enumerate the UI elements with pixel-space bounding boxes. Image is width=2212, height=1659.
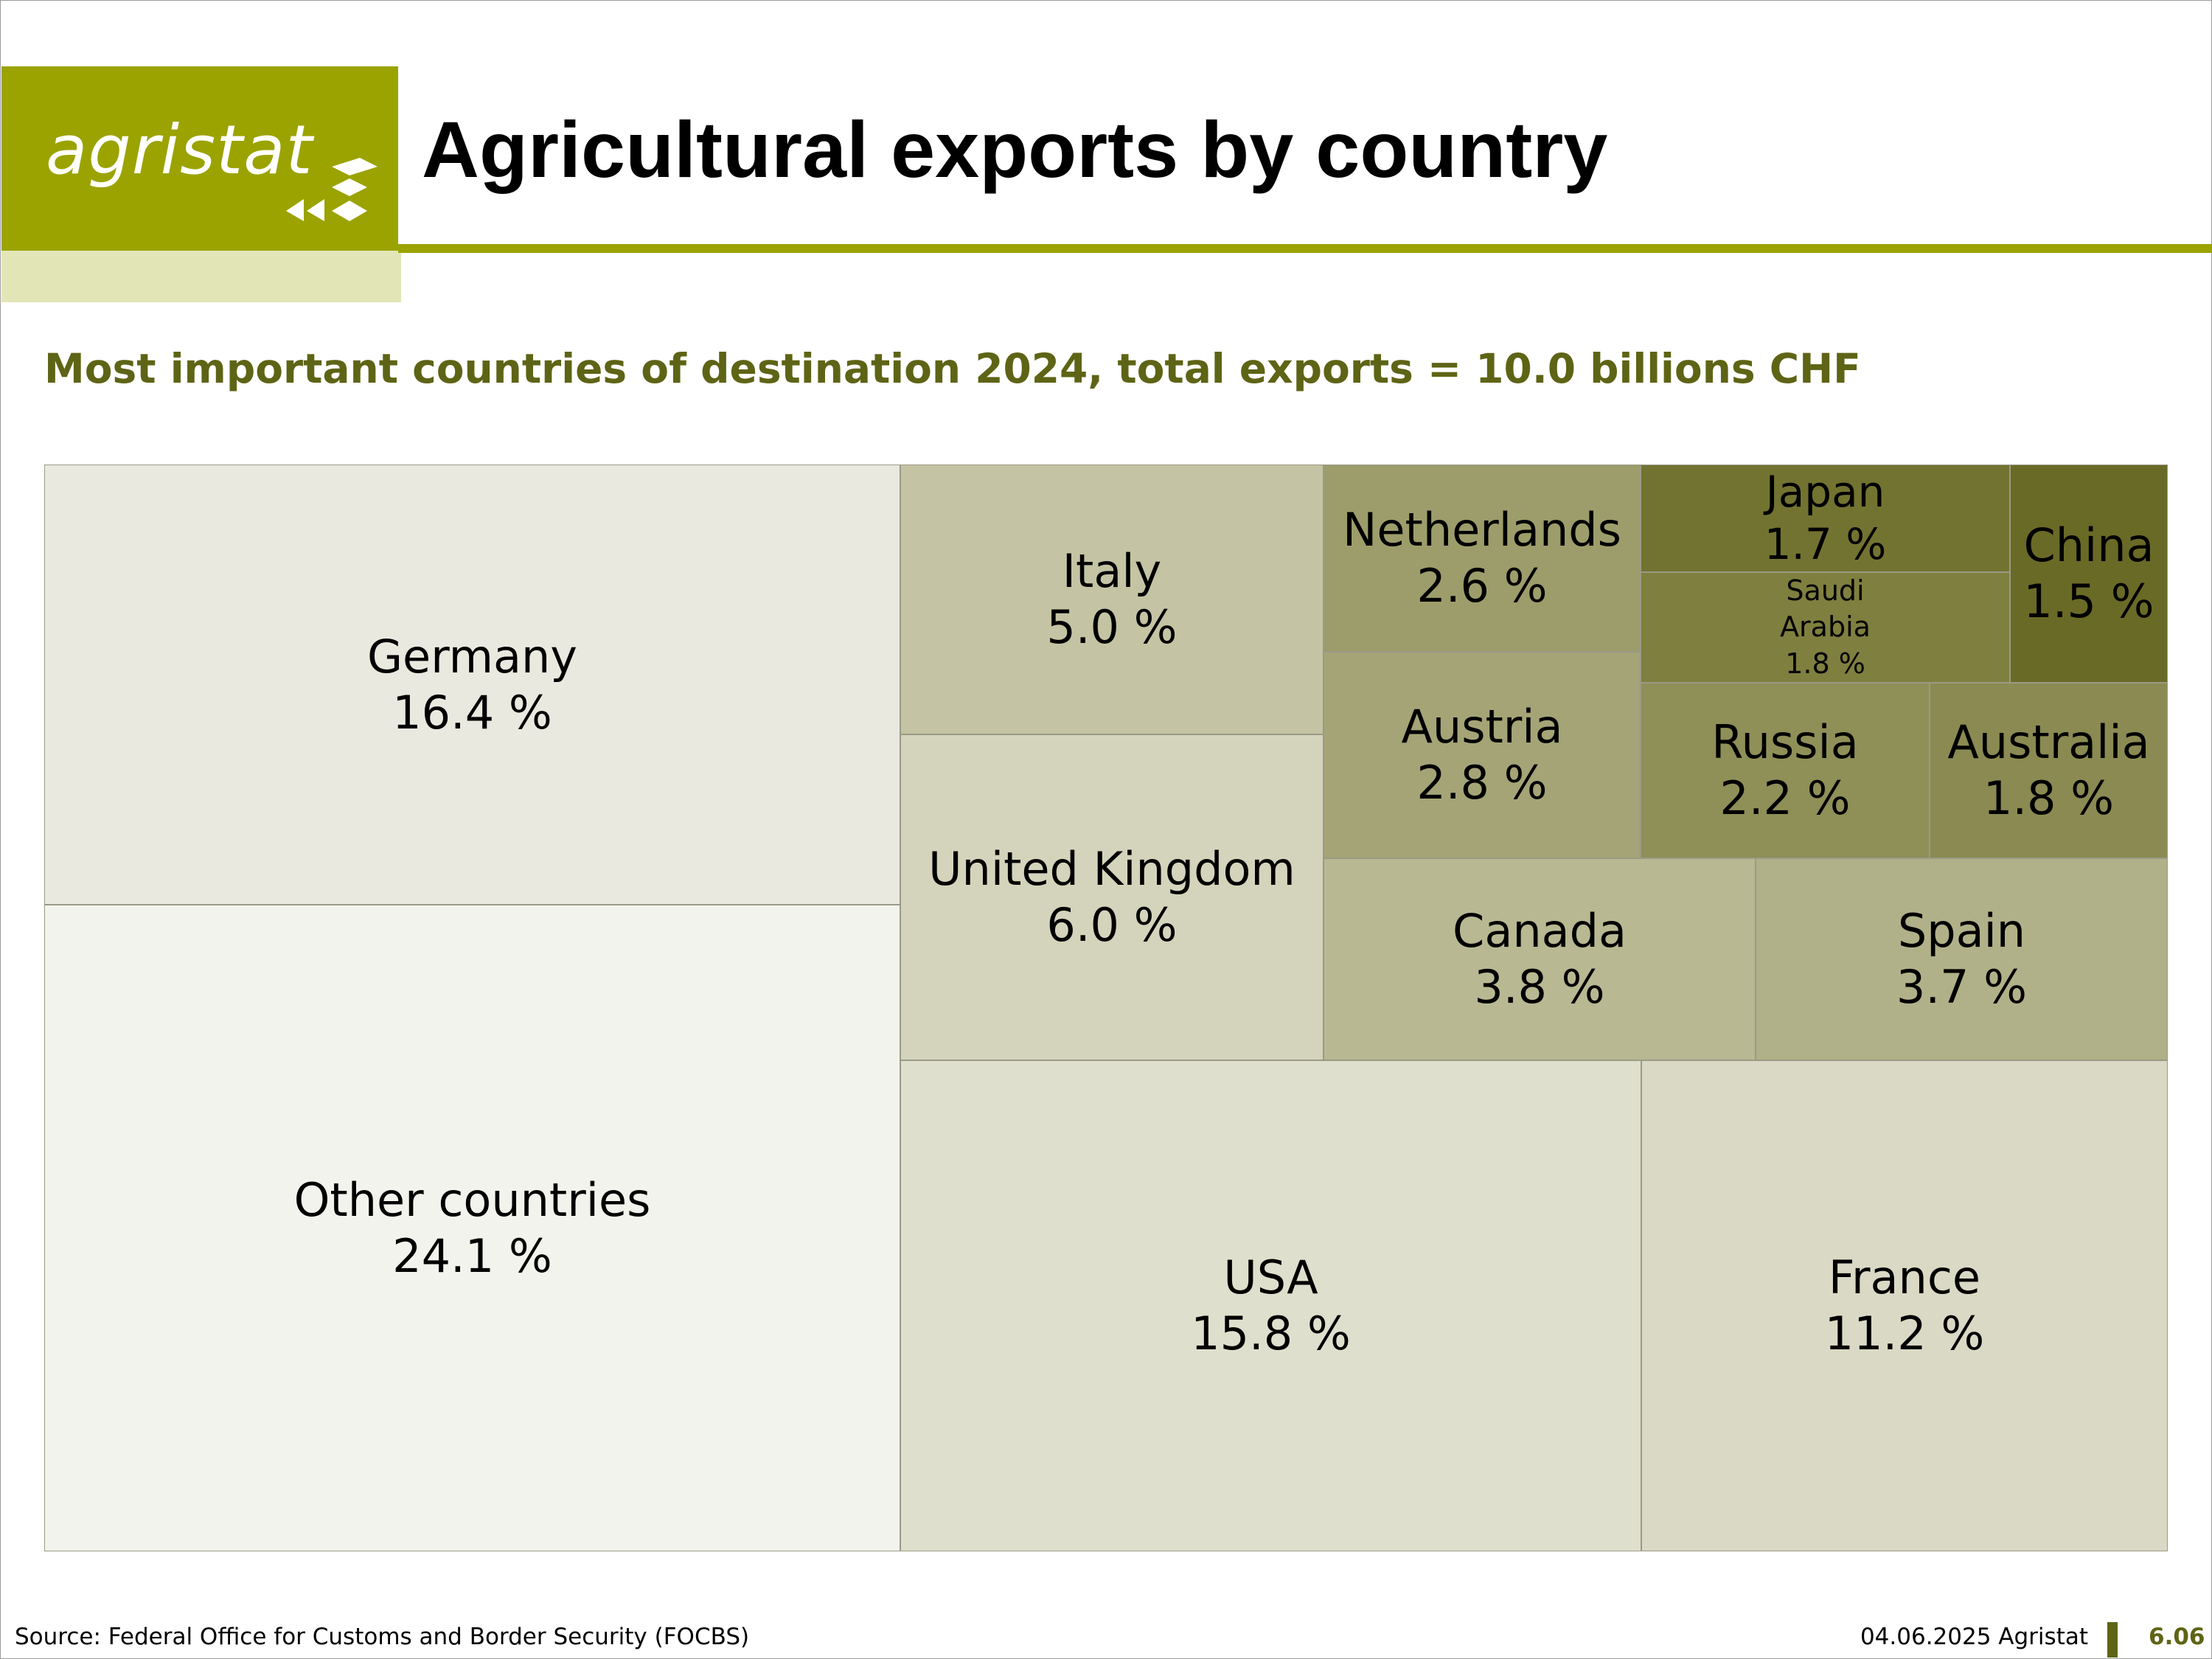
treemap-tile-netherlands: Netherlands 2.6 % [1324,465,1641,652]
treemap-tile-austria: Austria 2.8 % [1324,652,1641,858]
tile-value: 11.2 % [1824,1307,1985,1360]
tile-label: Saudi Arabia [1780,574,1871,644]
tile-label: France [1828,1251,1981,1305]
tile-label: Russia [1711,715,1859,770]
tile-value: 1.5 % [2023,574,2154,628]
treemap-tile-france: France 11.2 % [1641,1060,2168,1551]
footer-date: 04.06.2025 Agristat [1860,1624,2088,1650]
treemap-tile-australia: Australia 1.8 % [1930,683,2168,858]
tile-value: 5.0 % [1046,600,1178,654]
tile-value: 2.2 % [1719,771,1851,825]
chart-subtitle: Most important countries of destination … [44,345,1861,392]
tile-value: 6.0 % [1046,898,1178,952]
footer-divider [2107,1622,2118,1658]
tile-value: 1.8 % [1785,647,1865,680]
tile-label: USA [1223,1251,1318,1305]
tile-label: Germany [367,629,577,684]
tile-value: 1.8 % [1983,771,2115,825]
page-number: 6.06 [2149,1624,2205,1650]
page-title: Agricultural exports by country [422,105,1608,194]
tile-label: United Kingdom [928,842,1295,897]
tile-value: 2.8 % [1416,756,1548,810]
tile-value: 24.1 % [392,1228,552,1283]
treemap-chart: Other countries 24.1 % Germany 16.4 % USA 15.… [44,465,2168,1551]
tile-value: 3.8 % [1474,960,1605,1014]
logo-text: agristat [46,111,313,189]
treemap-tile-other-countries: Other countries 24.1 % [44,905,900,1551]
agristat-logo-mark-icon [286,158,378,221]
treemap-tile-united-kingdom: United Kingdom 6.0 % [900,734,1324,1060]
tile-label: Japan [1765,467,1885,518]
tile-label: Other countries [293,1172,651,1227]
tile-value: 3.7 % [1896,960,2028,1014]
tile-label: Netherlands [1343,503,1621,557]
treemap-tile-germany: Germany 16.4 % [44,465,900,905]
treemap-tile-italy: Italy 5.0 % [900,465,1324,734]
tile-label: Italy [1062,544,1162,599]
treemap-tile-canada: Canada 3.8 % [1324,858,1756,1060]
treemap-tile-spain: Spain 3.7 % [1756,858,2168,1060]
tile-value: 1.7 % [1764,519,1887,569]
source-note: Source: Federal Office for Customs and B… [15,1624,750,1650]
treemap-tile-china: China 1.5 % [2010,465,2168,683]
treemap-tile-saudi-arabia: Saudi Arabia 1.8 % [1641,572,2010,683]
header-rule [398,244,2212,253]
tile-label: Canada [1453,904,1627,959]
tile-value: 15.8 % [1191,1307,1351,1360]
tile-label: Austria [1401,700,1563,754]
logo-strip [1,251,401,302]
logo-box [1,66,398,251]
tile-label: Spain [1897,904,2026,959]
tile-value: 16.4 % [392,685,552,740]
treemap-tile-usa: USA 15.8 % [900,1060,1641,1551]
tile-label: Australia [1947,715,2150,770]
tile-label: China [2023,518,2154,573]
tile-value: 2.6 % [1416,559,1548,613]
treemap-tile-russia: Russia 2.2 % [1641,683,1930,858]
treemap-tile-japan: Japan 1.7 % [1641,465,2010,572]
